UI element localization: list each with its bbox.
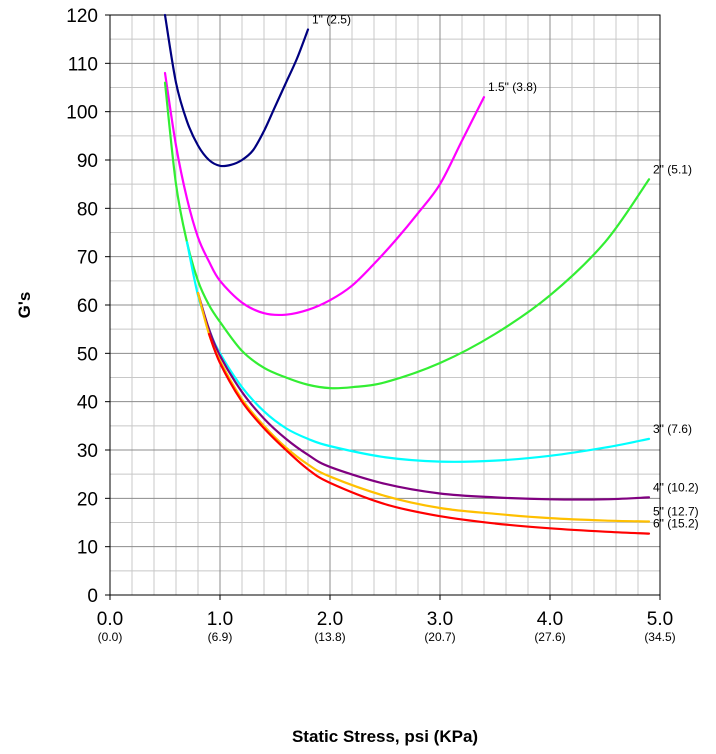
series-label-7: 6" (15.2) (653, 517, 699, 531)
y-tick-label: 10 (77, 538, 98, 559)
series-label-2: 1.5" (3.8) (488, 80, 537, 94)
y-tick-label: 50 (77, 344, 98, 365)
series-lines (163, 13, 651, 535)
x-tick-label: 4.0 (537, 609, 563, 630)
y-tick-label: 40 (77, 393, 98, 414)
series-line-3 (163, 81, 651, 390)
x-tick-label: 5.0 (647, 609, 673, 630)
y-tick-label: 0 (87, 586, 98, 607)
x-tick-label: 1.0 (207, 609, 233, 630)
x-tick-label: 2.0 (317, 609, 343, 630)
series-line-5 (196, 291, 651, 501)
y-tick-label: 60 (77, 296, 98, 317)
y-tick-label: 70 (77, 248, 98, 269)
x-tick-sublabel: (20.7) (424, 630, 455, 644)
x-tick-sublabel: (27.6) (534, 630, 565, 644)
y-axis-ticks: 0 10 20 30 40 50 60 70 80 90 100 110 120 (66, 6, 110, 607)
y-tick-label: 120 (66, 6, 98, 27)
x-tick-label: 3.0 (427, 609, 453, 630)
y-tick-label: 90 (77, 151, 98, 172)
series-label-5: 4" (10.2) (653, 480, 699, 494)
series-label-4: 3" (7.6) (653, 422, 692, 436)
y-tick-label: 100 (66, 103, 98, 124)
y-tick-label: 20 (77, 489, 98, 510)
y-tick-label: 110 (68, 54, 98, 75)
series-line-7 (207, 332, 651, 535)
series-line-1 (163, 13, 310, 168)
x-tick-sublabel: (13.8) (314, 630, 345, 644)
x-tick-sublabel: (34.5) (644, 630, 675, 644)
x-axis-title: Static Stress, psi (KPa) (292, 727, 478, 746)
x-tick-label: 0.0 (97, 609, 123, 630)
x-tick-sublabel: (6.9) (208, 630, 233, 644)
series-label-1: 1" (2.5) (312, 13, 351, 27)
series-label-6: 5" (12.7) (653, 505, 699, 519)
series-label-3: 2" (5.1) (653, 162, 692, 176)
x-axis-ticks: 0.0(0.0) 1.0(6.9) 2.0(13.8) 3.0(20.7) 4.0(27… (97, 595, 676, 644)
series-labels: 1" (2.5) 1.5" (3.8) 2" (5.1) 3" (7.6) 4" (10… (312, 13, 699, 531)
series-line-2 (163, 71, 486, 317)
y-tick-label: 30 (77, 441, 98, 462)
y-tick-label: 80 (77, 199, 98, 220)
series-line-6 (196, 291, 651, 523)
x-tick-sublabel: (0.0) (98, 630, 123, 644)
y-axis-title: G's (15, 292, 34, 319)
